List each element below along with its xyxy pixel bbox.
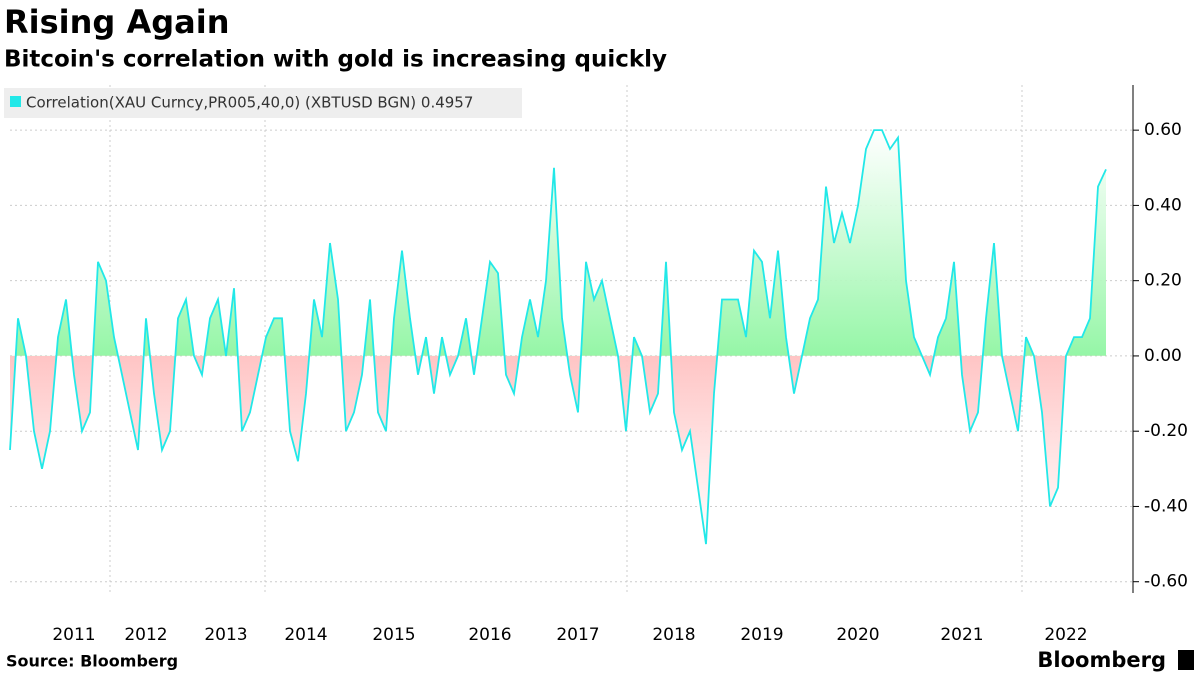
line [9,129,1107,545]
x-tick-label: 2020 [836,625,879,645]
x-tick-label: 2018 [652,625,695,645]
x-tick-label: 2013 [204,625,247,645]
legend-swatch [10,96,21,107]
x-tick-label: 2017 [556,625,599,645]
y-tick-label: 0.00 [1144,346,1182,366]
x-tick-label: 2019 [740,625,783,645]
source: Source: Bloomberg [6,652,178,671]
y-tick-label: -0.60 [1144,572,1188,592]
x-tick-label: 2016 [468,625,511,645]
chart-subtitle: Bitcoin's correlation with gold is incre… [4,47,667,73]
y-tick-label: 0.60 [1144,120,1182,140]
y-tick-label: 0.40 [1144,195,1182,215]
brand-icon [1178,650,1194,670]
x-tick-label: 2014 [284,625,327,645]
y-tick-label: -0.40 [1144,496,1188,516]
y-tick-label: 0.20 [1144,271,1182,291]
brand-logo: Bloomberg [1037,648,1166,672]
x-tick-label: 2021 [940,625,983,645]
legend-label: Correlation(XAU Curncy,PR005,40,0) (XBTU… [26,94,473,112]
x-tick-label: 2015 [372,625,415,645]
chart-title: Rising Again [4,3,229,41]
x-tick-label: 2022 [1044,625,1087,645]
legend [4,88,522,118]
area-positive [10,130,1106,356]
plot-area [9,129,1133,583]
x-tick-label: 2012 [124,625,167,645]
x-tick-label: 2011 [52,625,95,645]
y-tick-label: -0.20 [1144,421,1188,441]
